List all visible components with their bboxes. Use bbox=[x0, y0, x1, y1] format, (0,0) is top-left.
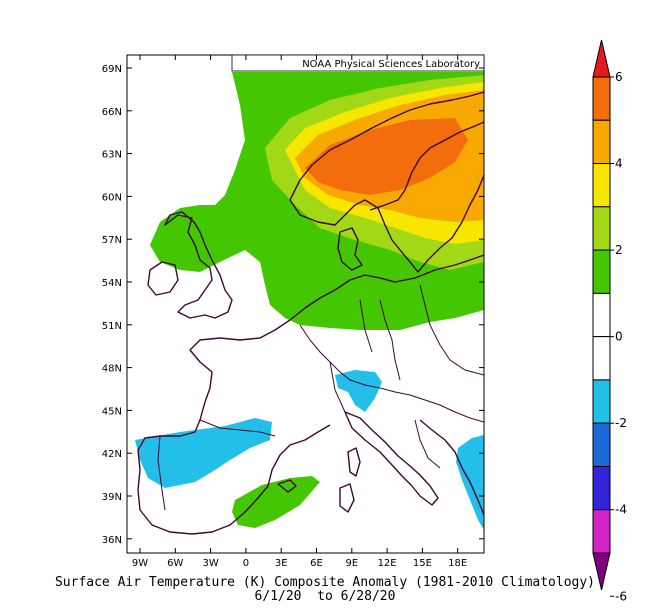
coastlines bbox=[137, 91, 484, 535]
colorbar-segment bbox=[592, 76, 611, 121]
colorbar-segment bbox=[592, 379, 611, 424]
colorbar-segment bbox=[592, 206, 611, 251]
credit-box bbox=[231, 54, 485, 72]
anomaly-region-alps-cold bbox=[335, 370, 382, 412]
lat-label: 45N bbox=[102, 406, 122, 417]
colorbar-label: 2 bbox=[615, 243, 623, 257]
lat-label: 51N bbox=[102, 321, 122, 332]
lat-label: 42N bbox=[102, 449, 122, 460]
caption-title: Surface Air Temperature (K) Composite An… bbox=[54, 575, 596, 590]
colorbar-top-arrow bbox=[592, 39, 611, 78]
colorbar-label: -6 bbox=[615, 589, 627, 603]
lat-label: 48N bbox=[102, 364, 122, 375]
lat-label: 69N bbox=[102, 64, 122, 75]
anomaly-region-iberia-warm bbox=[232, 476, 320, 528]
colorbar-segment bbox=[592, 249, 611, 294]
figure-caption: Surface Air Temperature (K) Composite An… bbox=[0, 576, 650, 604]
lon-label: 12E bbox=[378, 558, 397, 569]
lon-label: 6W bbox=[167, 558, 183, 569]
lon-label: 15E bbox=[413, 558, 432, 569]
lon-label: 6E bbox=[310, 558, 323, 569]
colorbar-bottom-arrow bbox=[592, 552, 611, 591]
country-borders bbox=[157, 284, 484, 511]
anomaly-region-plus5 bbox=[305, 118, 468, 195]
anomaly-shading bbox=[135, 72, 484, 535]
latitude-labels: 69N 66N 63N 60N 57N 54N 51N 48N 45N 42N 39N 36N bbox=[102, 64, 484, 546]
lat-label: 66N bbox=[102, 107, 122, 118]
lat-label: 60N bbox=[102, 192, 122, 203]
caption-date-range: 6/1/20 to 6/28/20 bbox=[254, 589, 396, 604]
colorbar-segment bbox=[592, 509, 611, 554]
lat-label: 63N bbox=[102, 150, 122, 161]
colorbar bbox=[592, 39, 611, 591]
lon-label: 0 bbox=[243, 558, 249, 569]
colorbar-segment bbox=[592, 163, 611, 208]
colorbar-label: 0 bbox=[615, 330, 623, 344]
colorbar-label: -4 bbox=[615, 503, 627, 517]
colorbar-segment bbox=[592, 422, 611, 467]
lon-label: 3E bbox=[275, 558, 288, 569]
longitude-labels: 9W 6W 3W 0 3E 6E 9E 12E 15E 18E bbox=[132, 55, 467, 569]
lon-label: 3W bbox=[202, 558, 218, 569]
colorbar-label: -2 bbox=[615, 416, 627, 430]
colorbar-label: 4 bbox=[615, 157, 623, 171]
colorbar-segment bbox=[592, 465, 611, 511]
colorbar-segment bbox=[592, 336, 611, 381]
credit-text: NOAA Physical Sciences Laboratory bbox=[302, 59, 480, 70]
lon-label: 9E bbox=[345, 558, 358, 569]
colorbar-segment bbox=[592, 119, 611, 165]
colorbar-label: 6 bbox=[615, 70, 623, 84]
colorbar-labels: 6 4 2 0 -2 -4 -6 bbox=[610, 70, 627, 603]
lon-label: 9W bbox=[132, 558, 148, 569]
lat-label: 54N bbox=[102, 278, 122, 289]
lat-label: 57N bbox=[102, 235, 122, 246]
lon-label: 18E bbox=[448, 558, 467, 569]
lat-label: 36N bbox=[102, 535, 122, 546]
lat-label: 39N bbox=[102, 492, 122, 503]
colorbar-segment bbox=[592, 292, 611, 338]
